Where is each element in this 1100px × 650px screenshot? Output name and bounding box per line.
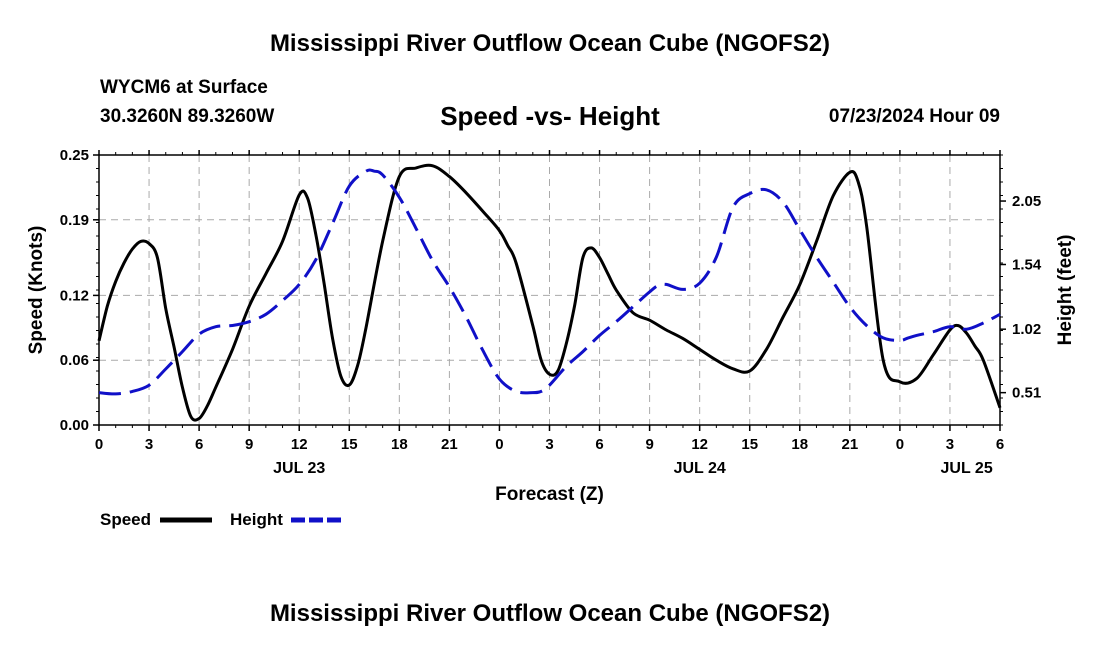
x-tick-label: 15 [741, 436, 758, 453]
x-tick-label: 21 [441, 436, 458, 453]
x-tick-label: 0 [495, 436, 503, 453]
date-label: JUL 25 [941, 460, 993, 477]
x-tick-label: 15 [341, 436, 358, 453]
x-tick-label: 12 [691, 436, 708, 453]
y-tick-label: 0.12 [60, 287, 89, 304]
y-tick-label: 0.06 [60, 352, 89, 369]
chart-title: Mississippi River Outflow Ocean Cube (NG… [269, 30, 831, 57]
y2-tick-label: 1.02 [1012, 321, 1041, 338]
y2-tick-label: 2.05 [1012, 193, 1041, 210]
legend-speed-label: Speed [100, 510, 151, 529]
ticks-layer: 0 3 6 9 12 15 18 21 0 3 6 9 12 15 18 21 0 3 6 JUL 23 JUL 24 J… [60, 147, 1042, 477]
x-tick-label: 3 [145, 436, 153, 453]
y-tick-label: 0.19 [60, 212, 89, 229]
y2-tick-label: 1.54 [1012, 256, 1042, 273]
series-line-height [98, 168, 1001, 396]
chart-subtitle: Speed -vs- Height [440, 101, 660, 131]
x-tick-label: 6 [595, 436, 603, 453]
legend-height-label: Height [230, 510, 283, 529]
series-line-speed [97, 163, 1002, 422]
date-label: JUL 24 [674, 460, 726, 477]
forecast-datetime: 07/23/2024 Hour 09 [828, 106, 1000, 127]
grid-layer [99, 155, 1000, 425]
x-tick-label: 18 [791, 436, 808, 453]
station-label: WYCM6 at Surface [100, 77, 268, 98]
x-tick-label: 3 [545, 436, 553, 453]
y-axis-label: Speed (Knots) [26, 226, 47, 355]
x-tick-label: 21 [841, 436, 858, 453]
y-tick-label: 0.25 [60, 147, 89, 164]
x-tick-label: 9 [245, 436, 253, 453]
x-tick-label: 18 [391, 436, 408, 453]
x-tick-label: 9 [645, 436, 653, 453]
y2-axis-label: Height (feet) [1055, 235, 1076, 346]
legend: Speed Height [100, 510, 343, 529]
x-tick-label: 12 [291, 436, 308, 453]
x-axis-label: Forecast (Z) [495, 484, 604, 505]
x-tick-label: 6 [996, 436, 1004, 453]
footer-title: Mississippi River Outflow Ocean Cube (NG… [269, 600, 831, 627]
y2-tick-label: 0.51 [1012, 385, 1041, 402]
x-tick-label: 0 [896, 436, 904, 453]
station-coordinates: 30.3260N 89.3260W [100, 106, 275, 127]
x-tick-label: 3 [946, 436, 954, 453]
y-tick-label: 0.00 [60, 417, 89, 434]
x-tick-label: 0 [95, 436, 103, 453]
date-label: JUL 23 [273, 460, 325, 477]
x-tick-label: 6 [195, 436, 203, 453]
series-layer [97, 163, 1002, 422]
